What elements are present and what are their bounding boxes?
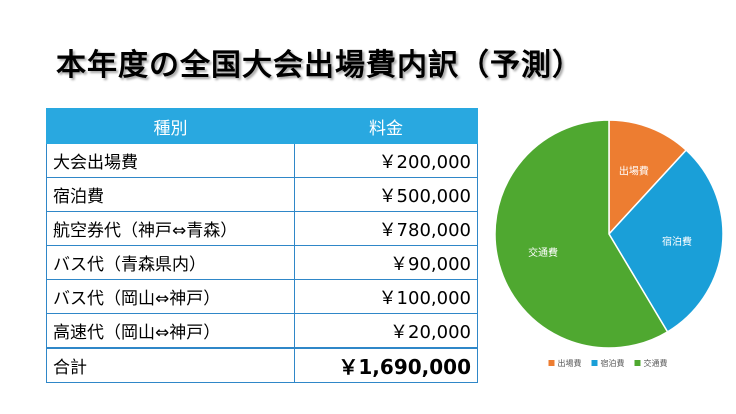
- table-row: バス代（岡山⇔神戸） ￥100,000: [46, 279, 479, 314]
- row-label: バス代（青森県内）: [46, 245, 295, 280]
- row-amount: ￥200,000: [293, 143, 479, 178]
- table-row: 大会出場費 ￥200,000: [46, 143, 479, 178]
- row-label: 高速代（岡山⇔神戸）: [46, 313, 295, 349]
- pie-slice-1: [608, 119, 688, 236]
- row-amount: ￥100,000: [293, 279, 479, 314]
- row-label: バス代（岡山⇔神戸）: [46, 279, 295, 314]
- row-label: 航空券代（神戸⇔青森）: [46, 211, 295, 246]
- total-row: 合計 ￥1,690,000: [46, 347, 479, 383]
- column-header-type: 種別: [46, 108, 295, 144]
- table-header-row: 種別 料金: [46, 108, 479, 144]
- table-row: バス代（青森県内） ￥90,000: [46, 245, 479, 280]
- pie-slice-2: [608, 149, 724, 333]
- row-amount: ￥20,000: [293, 313, 479, 349]
- pie-slice-label: 宿泊費: [662, 235, 692, 248]
- legend-swatch: [591, 360, 598, 366]
- row-amount: ￥500,000: [293, 177, 479, 212]
- row-label: 宿泊費: [46, 177, 295, 212]
- total-amount: ￥1,690,000: [293, 347, 479, 383]
- total-label: 合計: [46, 347, 295, 383]
- legend-swatch: [634, 360, 641, 366]
- pie-slice-label: 交通費: [528, 246, 558, 259]
- legend-label: 交通費: [644, 358, 668, 368]
- legend-label: 出場費: [558, 358, 582, 368]
- column-header-fee: 料金: [293, 108, 479, 144]
- table-row: 高速代（岡山⇔神戸） ￥20,000: [46, 313, 479, 349]
- cost-table: 種別 料金 大会出場費 ￥200,000 宿泊費 ￥500,000 航空券代（神…: [46, 108, 479, 383]
- page-title: 本年度の全国大会出場費内訳（予測）: [56, 48, 583, 83]
- pie-slice-label: 出場費: [619, 164, 649, 177]
- legend-swatch: [548, 360, 555, 366]
- legend-label: 宿泊費: [601, 358, 625, 368]
- row-amount: ￥780,000: [293, 211, 479, 246]
- pie-slice-3: [494, 119, 669, 349]
- row-label: 大会出場費: [46, 143, 295, 178]
- table-row: 航空券代（神戸⇔青森） ￥780,000: [46, 211, 479, 246]
- table-row: 宿泊費 ￥500,000: [46, 177, 479, 212]
- row-amount: ￥90,000: [293, 245, 479, 280]
